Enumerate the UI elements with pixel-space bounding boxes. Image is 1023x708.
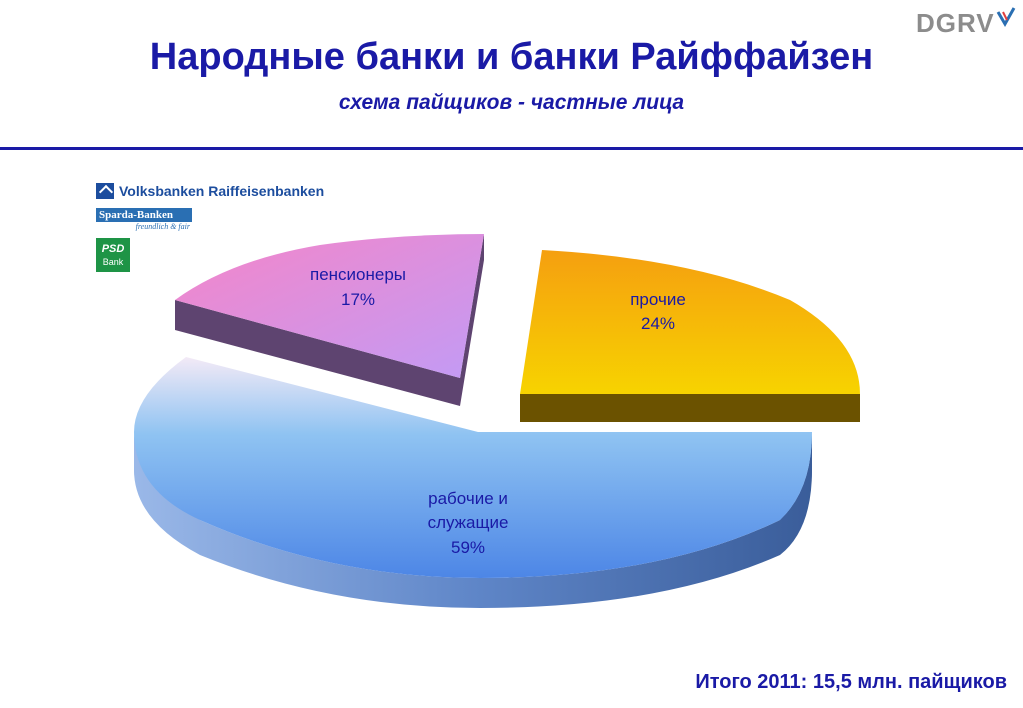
label-workers-line1: рабочие и xyxy=(428,489,508,508)
slice-pensioners xyxy=(175,234,484,406)
sparda-logo: Sparda-Banken freundlich & fair xyxy=(96,208,192,231)
vr-logo: Volksbanken Raiffeisenbanken xyxy=(96,180,324,202)
label-workers-value: 59% xyxy=(451,538,485,557)
bank-logos: Volksbanken Raiffeisenbanken Sparda-Bank… xyxy=(96,180,324,272)
slice-others-side xyxy=(520,394,860,422)
label-workers-line2: служащие xyxy=(428,513,509,532)
slice-pensioners-side xyxy=(175,234,484,406)
vr-mark-icon xyxy=(96,183,114,199)
page-subtitle: схема пайщиков - частные лица xyxy=(338,91,685,114)
sparda-logo-text: Sparda-Banken xyxy=(96,208,192,222)
label-pensioners-value: 17% xyxy=(341,290,375,309)
slice-pensioners-top xyxy=(175,234,484,378)
psd-logo: PSD Bank xyxy=(96,238,130,272)
label-pensioners-name: пенсионеры xyxy=(310,265,406,284)
total-summary: Итого 2011: 15,5 млн. пайщиков xyxy=(695,671,1007,693)
brand-check-icon xyxy=(996,7,1016,28)
psd-logo-mark: PSD xyxy=(101,243,125,255)
slice-others xyxy=(520,250,860,422)
header-divider xyxy=(0,147,1023,150)
slice-workers-top xyxy=(134,357,812,578)
vr-logo-text: Volksbanken Raiffeisenbanken xyxy=(119,183,325,199)
psd-logo-text: Bank xyxy=(102,257,124,267)
label-others-value: 24% xyxy=(641,314,675,333)
brand-logo: DGRV xyxy=(916,8,995,38)
slice-workers-side-wall xyxy=(134,432,812,608)
label-others-name: прочие xyxy=(630,290,686,309)
sparda-tagline: freundlich & fair xyxy=(135,222,190,231)
slice-others-top xyxy=(520,250,860,394)
page-title: Народные банки и банки Райффайзен xyxy=(149,36,874,78)
slice-workers xyxy=(134,357,812,608)
